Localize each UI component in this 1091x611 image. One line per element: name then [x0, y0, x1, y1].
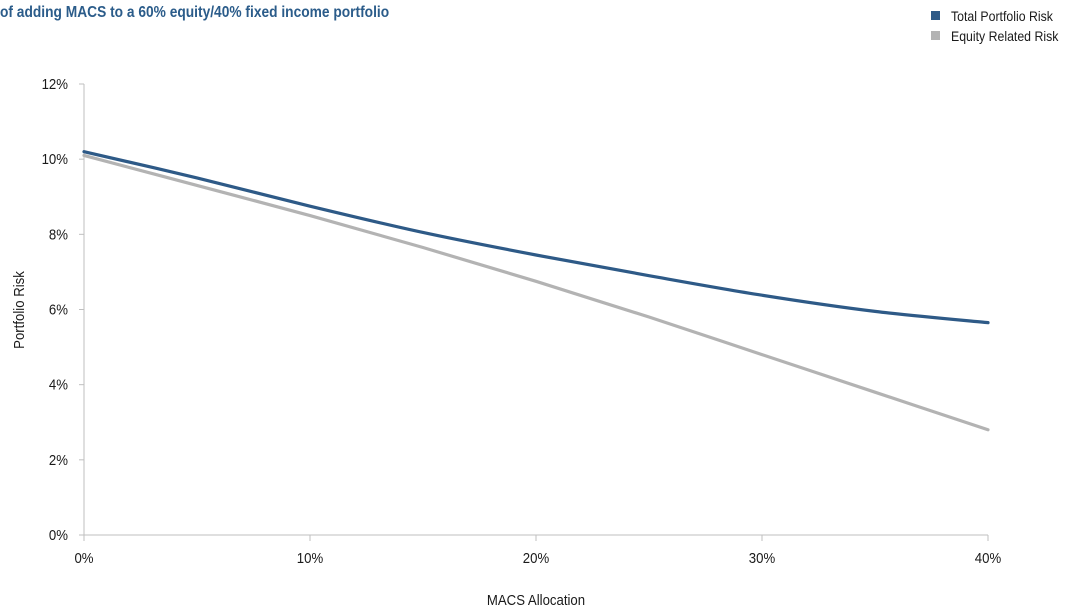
y-tick-label: 0%: [49, 526, 68, 543]
legend-swatch-equity-related-risk: [931, 31, 940, 40]
series-line-equity-related-risk: [82, 153, 990, 432]
legend-label-equity-related-risk: Equity Related Risk: [951, 28, 1059, 44]
y-tick-label: 8%: [49, 226, 68, 243]
y-tick-label: 10%: [42, 150, 69, 167]
y-tick-label: 12%: [42, 75, 69, 92]
y-tick-label: 6%: [49, 301, 68, 318]
legend-swatch-total-portfolio-risk: [931, 11, 940, 20]
x-tick-label: 40%: [975, 549, 1002, 566]
legend-label-total-portfolio-risk: Total Portfolio Risk: [951, 8, 1053, 24]
series-layer: [82, 150, 990, 432]
x-tick-label: 20%: [523, 549, 550, 566]
y-axis: 0% 2% 4% 6% 8% 10% 12%: [42, 75, 85, 543]
series-line-total-portfolio-risk: [82, 150, 990, 325]
x-axis-title: MACS Allocation: [487, 591, 585, 608]
x-tick-label: 0%: [74, 549, 93, 566]
y-tick-label: 2%: [49, 451, 68, 468]
x-tick-label: 30%: [749, 549, 776, 566]
legend: Total Portfolio Risk Equity Related Risk: [931, 8, 1059, 44]
chart-title: of adding MACS to a 60% equity/40% fixed…: [0, 4, 390, 21]
x-axis: 0% 10% 20% 30% 40%: [74, 534, 1002, 566]
y-tick-label: 4%: [49, 376, 68, 393]
y-axis-title: Portfolio Risk: [10, 270, 27, 349]
x-tick-label: 10%: [297, 549, 324, 566]
